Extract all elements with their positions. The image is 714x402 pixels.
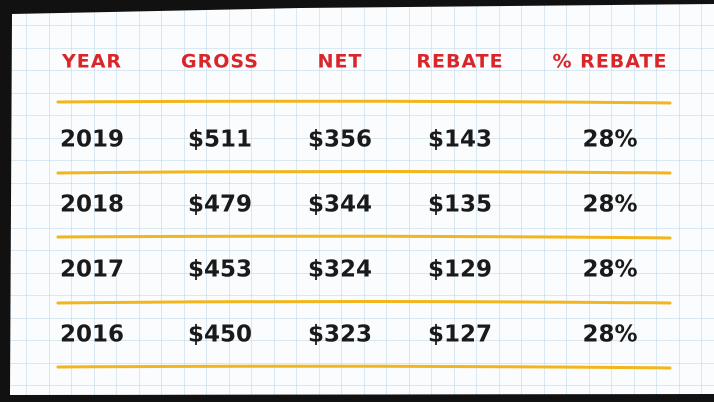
row-lines [56,99,672,370]
table-cell: $143 [428,127,492,153]
row-divider [56,300,672,305]
table-cell: $511 [188,127,252,153]
table-cell: $129 [428,257,492,283]
table-cell: 28% [582,257,637,283]
table-cell: 28% [582,322,637,348]
table-cell: $324 [308,257,372,283]
row-divider [56,234,672,240]
table-cell: 28% [582,192,637,218]
table-cell: $450 [188,322,252,348]
table-cell: $127 [428,322,492,348]
table-cell: $453 [188,257,252,283]
table-cell: $135 [428,192,492,218]
header-cell: GROSS [181,51,259,73]
table-cell: 2018 [60,192,124,218]
table-cell: $356 [308,127,372,153]
header-cell: % REBATE [553,51,668,73]
table-cell: 2017 [60,257,124,283]
table-cell: 28% [582,127,637,153]
table-cell: $344 [308,192,372,218]
row-divider [56,99,672,105]
header-cell: NET [318,51,363,73]
row-divider [56,170,672,175]
table-cell: 2016 [60,322,124,348]
header-cell: REBATE [416,51,503,73]
table-cell: 2019 [60,127,124,153]
row-divider [56,364,672,370]
table-cell: $323 [308,322,372,348]
header-cell: YEAR [61,51,122,73]
cells: YEAR GROSS NET REBATE % REBATE 2019 $511 $356 $1… [60,51,668,348]
table-cell: $479 [188,192,252,218]
